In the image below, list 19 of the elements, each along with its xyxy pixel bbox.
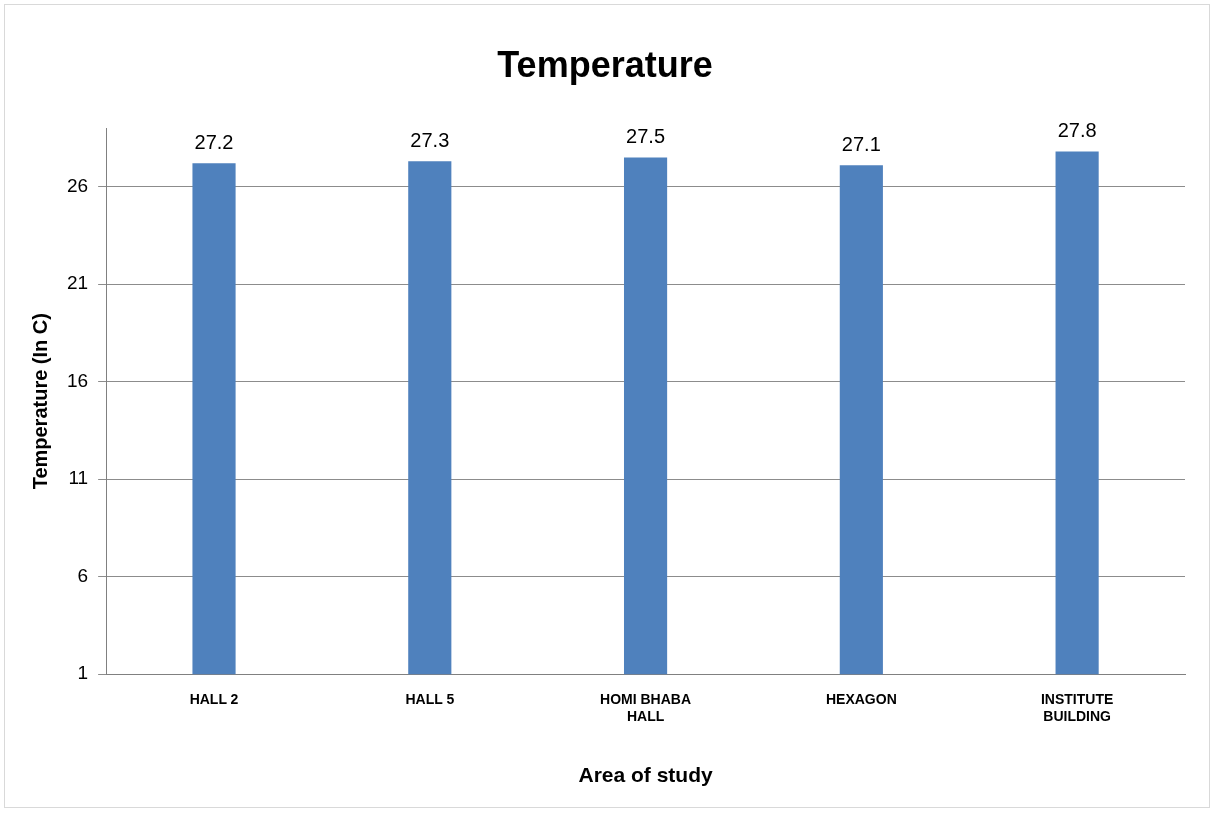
x-axis-title: Area of study	[578, 763, 713, 787]
chart-title: Temperature	[497, 43, 713, 85]
y-tick-label: 1	[77, 662, 89, 684]
data-label: 27.8	[1057, 119, 1097, 142]
y-tick-label: 16	[66, 369, 89, 391]
data-label: 27.5	[626, 124, 666, 147]
data-label: 27.1	[841, 132, 881, 155]
y-tick-label: 21	[66, 272, 89, 294]
y-tick-label: 11	[68, 467, 89, 489]
data-label: 27.2	[194, 130, 234, 153]
y-axis-title: Temperature (In C)	[28, 313, 51, 490]
y-tick-label: 26	[66, 174, 89, 196]
x-tick-label: HALL 5	[405, 691, 455, 708]
x-tick-label: HEXAGON	[825, 691, 897, 708]
x-tick-label: HOMI BHABA HALL	[600, 691, 692, 725]
y-tick-label: 6	[77, 564, 89, 586]
x-tick-label: HALL 2	[189, 691, 239, 708]
data-label: 27.3	[410, 128, 450, 151]
x-tick-label: INSTITUTE BUILDING	[1040, 691, 1114, 725]
